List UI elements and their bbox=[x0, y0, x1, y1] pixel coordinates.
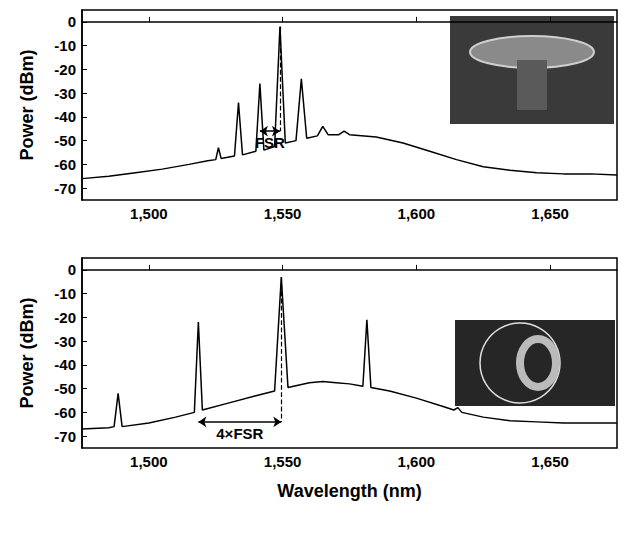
svg-text:-70: -70 bbox=[54, 180, 76, 197]
svg-text:1,600: 1,600 bbox=[398, 205, 436, 222]
svg-text:-70: -70 bbox=[54, 428, 76, 445]
svg-text:-30: -30 bbox=[54, 333, 76, 350]
svg-text:-30: -30 bbox=[54, 85, 76, 102]
svg-text:-60: -60 bbox=[54, 156, 76, 173]
svg-text:Power (dBm): Power (dBm) bbox=[17, 297, 37, 408]
svg-text:-60: -60 bbox=[54, 404, 76, 421]
svg-text:1,500: 1,500 bbox=[130, 453, 168, 470]
svg-text:1,600: 1,600 bbox=[398, 453, 436, 470]
svg-text:4×FSR: 4×FSR bbox=[216, 425, 263, 442]
svg-text:1,550: 1,550 bbox=[264, 453, 302, 470]
svg-text:-10: -10 bbox=[54, 285, 76, 302]
svg-text:-10: -10 bbox=[54, 37, 76, 54]
svg-text:-50: -50 bbox=[54, 132, 76, 149]
svg-text:0: 0 bbox=[68, 13, 76, 30]
svg-text:Wavelength (nm): Wavelength (nm) bbox=[277, 481, 421, 501]
svg-text:1,650: 1,650 bbox=[531, 205, 569, 222]
svg-text:1,550: 1,550 bbox=[264, 205, 302, 222]
svg-text:-20: -20 bbox=[54, 309, 76, 326]
svg-text:-50: -50 bbox=[54, 380, 76, 397]
svg-text:1,650: 1,650 bbox=[531, 453, 569, 470]
svg-text:-20: -20 bbox=[54, 61, 76, 78]
svg-text:-40: -40 bbox=[54, 108, 76, 125]
svg-text:0: 0 bbox=[68, 261, 76, 278]
svg-text:FSR: FSR bbox=[255, 134, 285, 151]
svg-text:Power (dBm): Power (dBm) bbox=[17, 49, 37, 160]
svg-text:-40: -40 bbox=[54, 356, 76, 373]
svg-text:1,500: 1,500 bbox=[130, 205, 168, 222]
